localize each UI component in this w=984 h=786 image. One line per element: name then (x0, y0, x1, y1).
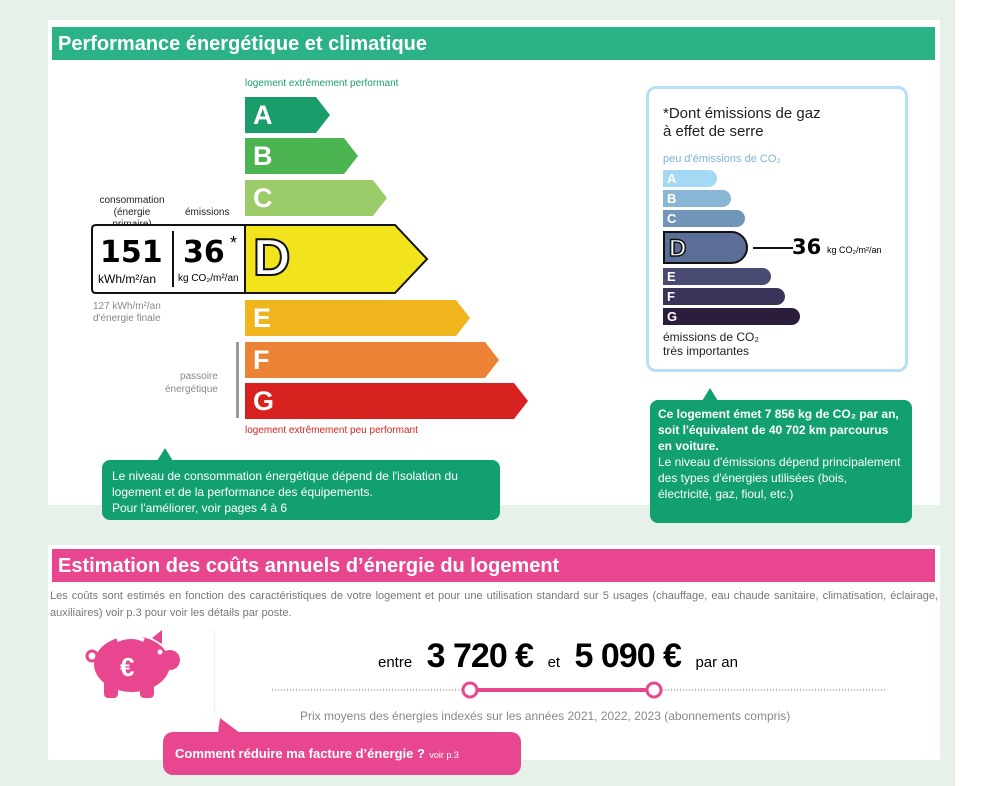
energy-callout: Le niveau de consommation énergétique dé… (102, 448, 500, 520)
energy-title: Performance énergétique et climatique (52, 27, 935, 60)
prices-note: Prix moyens des énergies indexés sur les… (300, 709, 791, 723)
consumption-value: 151 (100, 235, 163, 270)
passoire-label: passoire énergétique (165, 371, 218, 395)
energy-class-C: C (245, 180, 387, 216)
ghg-bottom-label: émissions de CO₂ très importantes (663, 330, 760, 358)
ghg-class-G: G (663, 308, 800, 325)
ghg-class-A: A (663, 170, 717, 187)
reduce-bill-tip[interactable]: Comment réduire ma facture d’énergie ? v… (163, 718, 521, 775)
energy-class-A: A (245, 97, 330, 133)
energy-class-F: F (245, 342, 499, 378)
emissions-label: émissions (185, 207, 230, 218)
cost-range-slider (272, 681, 886, 699)
energy-class-G: G (245, 383, 528, 419)
current-class-box: 151 kWh/m²/an 36 * kg CO₂/m²/an D (90, 223, 430, 295)
costs-description: Les coûts sont estimés en fonction des c… (50, 590, 938, 619)
svg-text:€: € (120, 652, 134, 682)
ghg-unit: kg CO₂/m²/an (827, 245, 882, 255)
energy-class-B: B (245, 138, 358, 174)
ghg-leader-line (753, 247, 793, 249)
ghg-class-D: D (663, 231, 748, 264)
bottom-label: logement extrêmement peu performant (245, 425, 418, 436)
current-class-letter: D (252, 228, 292, 288)
asterisk: * (230, 233, 238, 253)
emissions-unit: kg CO₂/m²/an (178, 273, 239, 284)
tip-link[interactable]: voir p.3 (429, 750, 459, 760)
ghg-class-B: B (663, 190, 731, 207)
cost-min: 3 720 € (426, 637, 534, 675)
ghg-title: *Dont émissions de gaz à effet de serre (663, 105, 821, 140)
cost-range: entre 3 720 € et 5 090 € par an (378, 637, 738, 676)
costs-title: Estimation des coûts annuels d’énergie d… (52, 549, 935, 582)
consumption-unit: kWh/m²/an (98, 272, 157, 286)
ghg-class-C: C (663, 210, 745, 227)
passoire-bracket (236, 342, 239, 418)
final-energy: 127 kWh/m²/an d'énergie finale (93, 301, 161, 324)
emissions-value: 36 (183, 235, 225, 270)
between-label: entre (378, 654, 413, 671)
ghg-top-label: peu d'émissions de CO₂ (663, 153, 781, 165)
ghg-callout: Ce logement émet 7 856 kg de CO₂ par an,… (650, 388, 912, 523)
piggy-bank-icon: € (85, 630, 180, 698)
and-label: et (547, 654, 561, 671)
ghg-class-F: F (663, 288, 785, 305)
per-year-label: par an (695, 654, 738, 671)
tip-label: Comment réduire ma facture d’énergie ? (175, 746, 425, 761)
energy-class-E: E (245, 300, 470, 336)
top-label: logement extrêmement performant (245, 78, 399, 89)
ghg-value: 36 (792, 235, 822, 259)
divider (214, 630, 215, 715)
cost-max: 5 090 € (574, 637, 682, 675)
ghg-class-E: E (663, 268, 771, 285)
